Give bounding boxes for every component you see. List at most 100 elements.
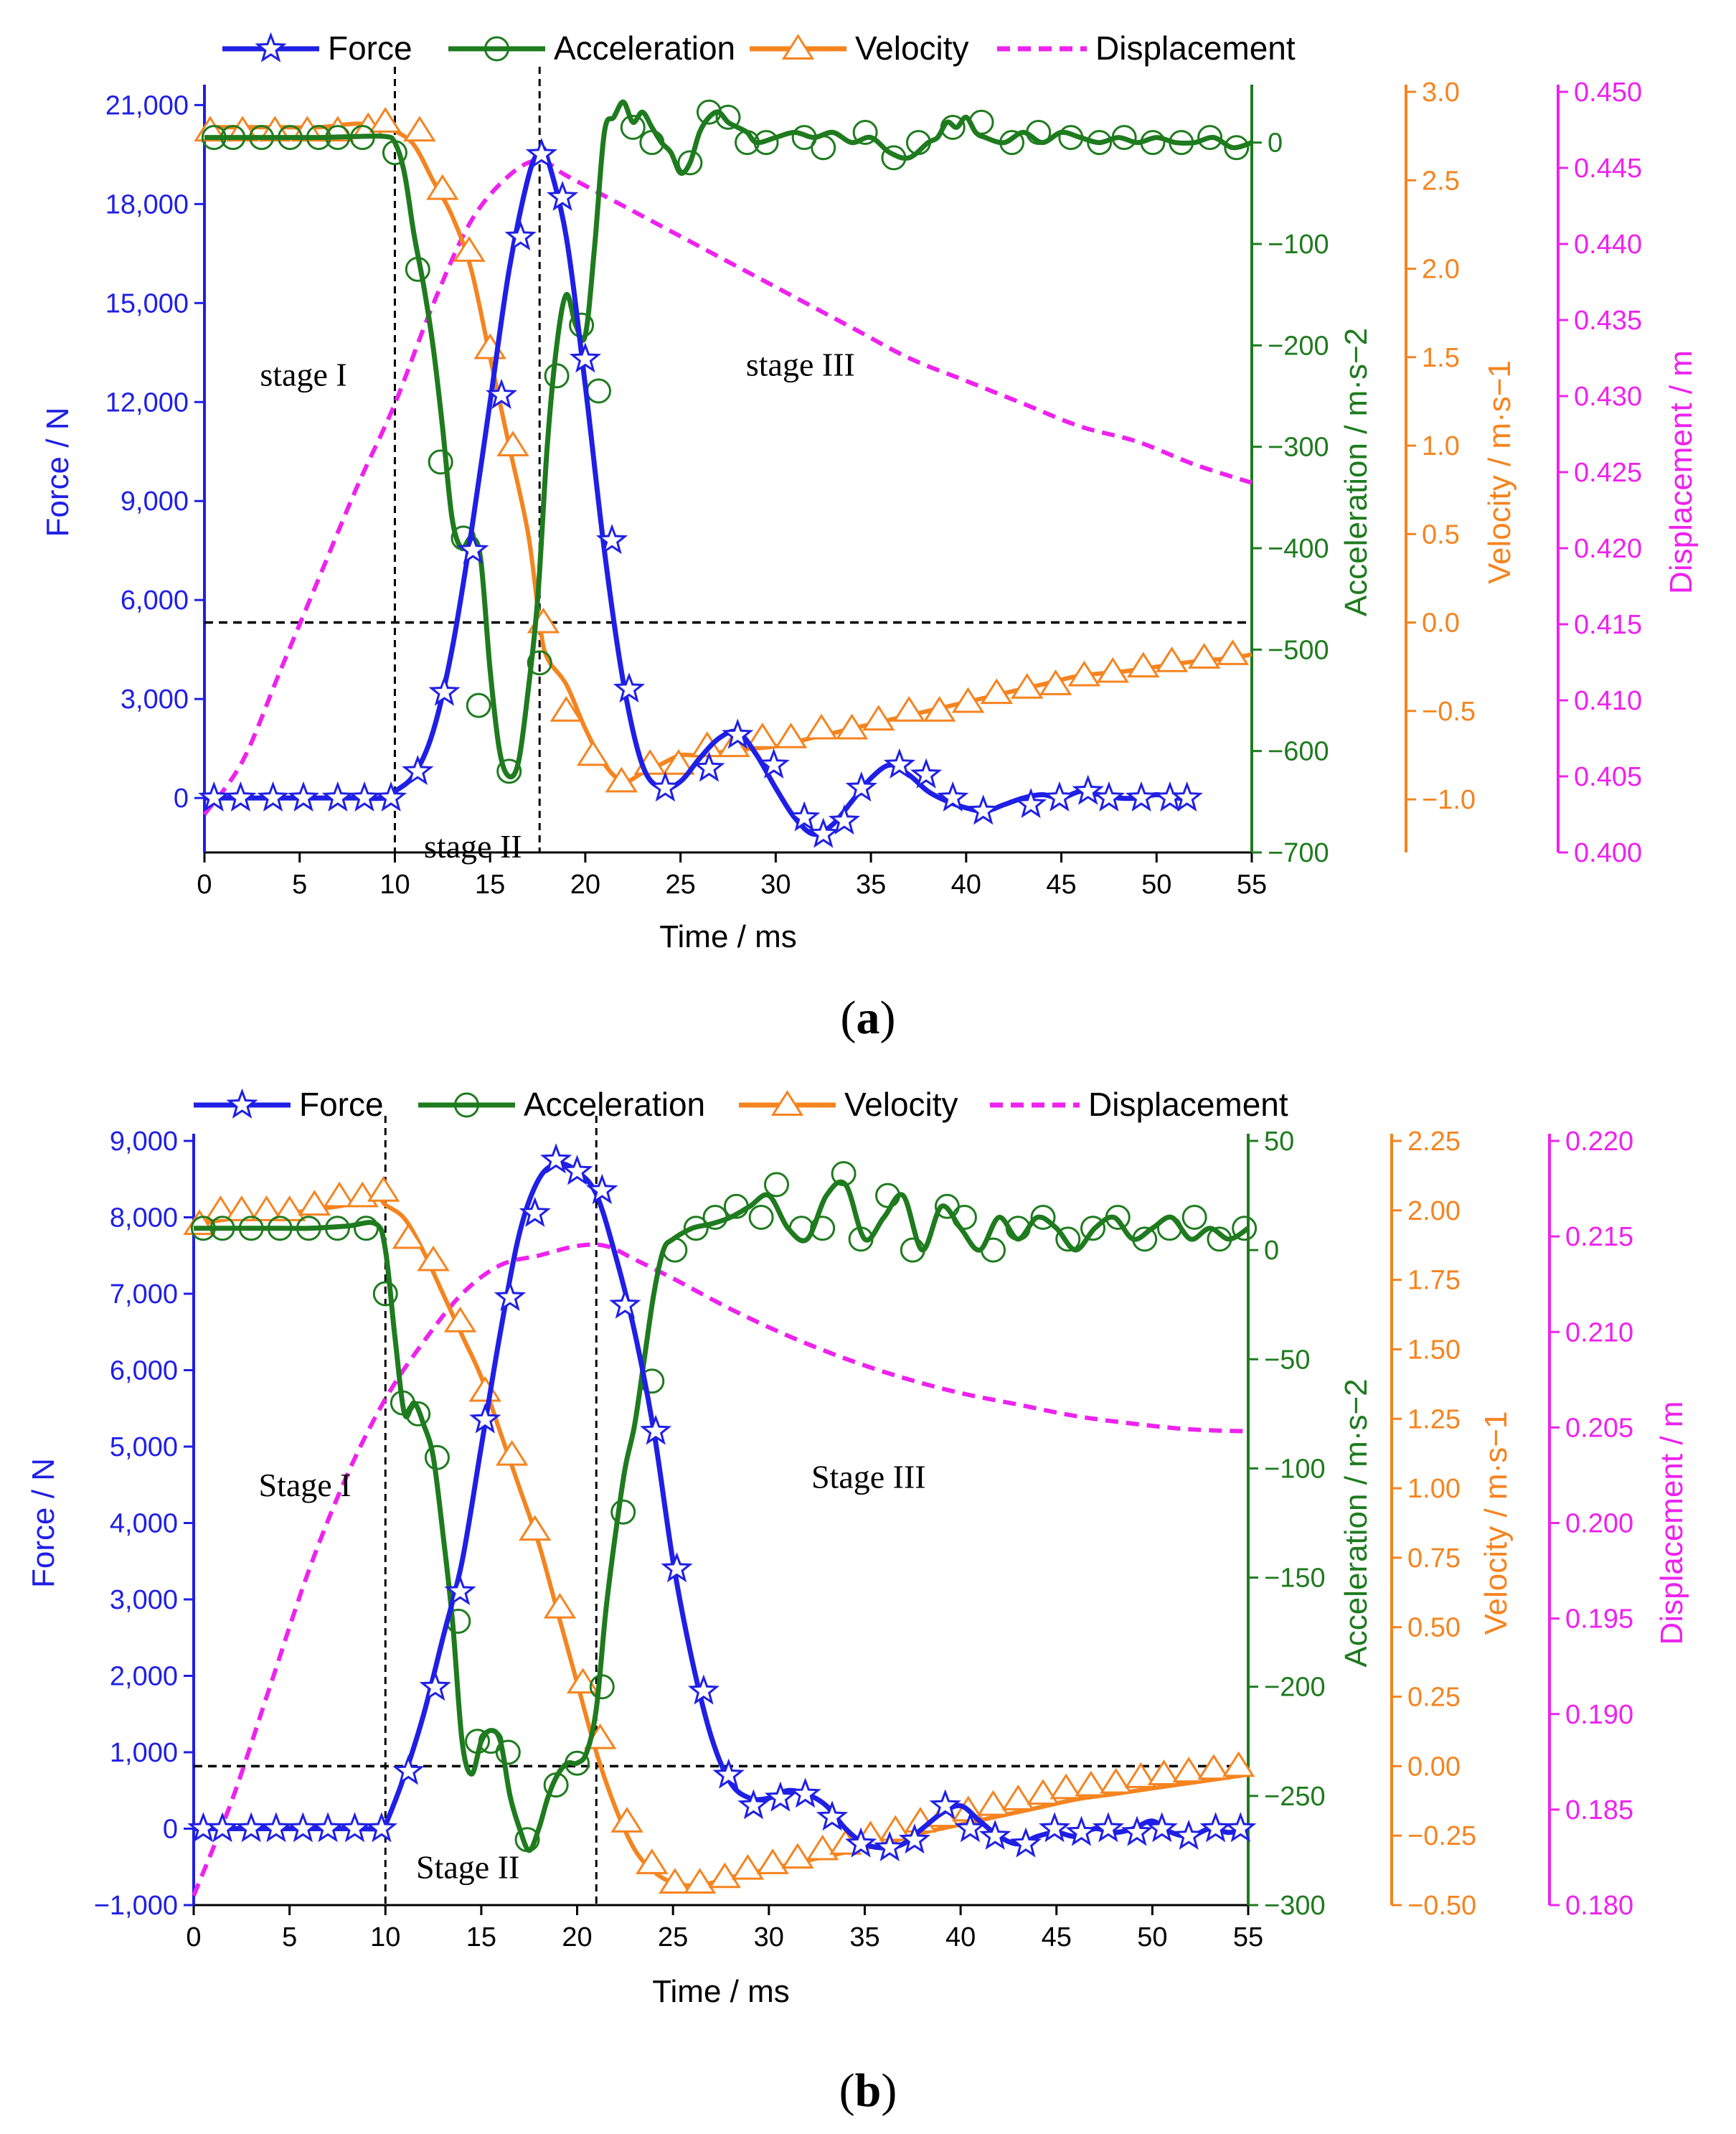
acceleration-point (791, 125, 817, 151)
force-tick-label: 4,000 (110, 1509, 178, 1539)
x-tick-label: 15 (466, 1922, 496, 1952)
velocity-point (1011, 672, 1044, 699)
displacement-series-line (192, 1242, 1249, 1896)
acceleration-point (495, 1739, 521, 1765)
legend-label: Velocity (855, 29, 969, 67)
acceleration-tick-label: 50 (1264, 1127, 1294, 1157)
panel-a-caption-letter: a (857, 992, 880, 1044)
x-tick-label: 35 (856, 870, 886, 900)
acceleration-point (748, 1205, 774, 1230)
legend-swatch-marker (226, 1088, 258, 1119)
force-point (1072, 774, 1104, 805)
velocity-point (1124, 1762, 1158, 1788)
acceleration-point (372, 1281, 398, 1307)
force-tick-label: 6,000 (121, 586, 189, 616)
force-tick-label: 9,000 (110, 1127, 178, 1157)
velocity-tick-label: 1.0 (1422, 431, 1460, 461)
velocity-tick-label: 1.50 (1407, 1335, 1461, 1365)
velocity-point (746, 722, 779, 748)
acceleration-point (610, 1499, 636, 1525)
velocity-point (1049, 1773, 1082, 1800)
acceleration-point (1105, 1205, 1131, 1230)
acceleration-tick-label: −400 (1268, 534, 1329, 564)
legend-item: Force (194, 1086, 384, 1123)
legend-item: Displacement (990, 1086, 1288, 1123)
stage-label: Stage II (416, 1849, 519, 1886)
velocity-point (980, 678, 1014, 705)
legend-item: Force (222, 29, 412, 67)
acceleration-point (1111, 125, 1137, 151)
acceleration-point (900, 1237, 925, 1263)
velocity-point (367, 1175, 400, 1202)
velocity-point (468, 1376, 501, 1402)
legend-label: Displacement (1088, 1086, 1288, 1123)
acceleration-tick-label: 0 (1264, 1236, 1279, 1266)
acceleration-point (296, 1216, 321, 1241)
x-tick-label: 45 (1042, 1922, 1072, 1952)
force-tick-label: 12,000 (105, 387, 189, 418)
panel-b-caption: (b) (839, 2064, 897, 2117)
acceleration-point (662, 1237, 688, 1263)
velocity-tick-label: 0.00 (1407, 1752, 1461, 1782)
force-point (828, 804, 861, 835)
velocity-tick-label: 0.5 (1422, 520, 1460, 550)
force-point (1171, 781, 1203, 812)
acceleration-point (565, 1750, 590, 1776)
displacement-tick-label: 0.195 (1565, 1604, 1633, 1635)
force-axis-title: Force / N (26, 1458, 61, 1588)
velocity-tick-label: 3.0 (1422, 77, 1460, 108)
acceleration-point (428, 449, 453, 475)
velocity-point (1172, 1757, 1205, 1783)
acceleration-point (1140, 130, 1166, 156)
velocity-tick-label: 0.75 (1407, 1543, 1461, 1574)
legend-swatch-marker (454, 1092, 479, 1118)
acceleration-point (940, 114, 966, 140)
velocity-point (576, 740, 610, 766)
acceleration-point (589, 1674, 615, 1700)
acceleration-point (875, 1183, 901, 1208)
force-point (1043, 781, 1076, 812)
x-tick-label: 20 (562, 1922, 592, 1952)
velocity-tick-label: 2.00 (1407, 1196, 1461, 1226)
x-tick-label: 30 (760, 870, 791, 900)
velocity-point (774, 722, 808, 748)
x-tick-label: 0 (186, 1922, 201, 1952)
acceleration-point (349, 125, 375, 151)
acceleration-point (466, 692, 491, 718)
x-tick-label: 55 (1237, 870, 1267, 900)
acceleration-point (1197, 125, 1223, 151)
acceleration-point (424, 1444, 450, 1470)
velocity-point (453, 236, 486, 262)
force-point (1065, 1815, 1098, 1846)
force-point (898, 1823, 931, 1854)
force-point (321, 781, 354, 812)
velocity-point (805, 713, 838, 740)
force-tick-label: 1,000 (110, 1738, 178, 1768)
velocity-point (1187, 643, 1221, 669)
acceleration-axis-title: Acceleration / m·s−2 (1339, 328, 1374, 616)
force-tick-label: 18,000 (105, 189, 189, 220)
acceleration-tick-label: −50 (1264, 1345, 1310, 1375)
force-point (1093, 781, 1126, 812)
force-point (365, 1812, 398, 1843)
x-tick-label: 10 (379, 870, 410, 900)
acceleration-point (999, 130, 1025, 156)
x-tick-label: 0 (197, 870, 212, 900)
force-point (287, 781, 320, 812)
velocity-point (1155, 646, 1189, 672)
acceleration-point (544, 363, 570, 389)
velocity-point (426, 174, 459, 200)
force-point (1092, 1812, 1125, 1843)
force-point (845, 771, 877, 802)
force-point (540, 1143, 572, 1174)
velocity-series-line (193, 1194, 1249, 1888)
velocity-point (519, 1515, 552, 1541)
acceleration-point (325, 125, 351, 151)
velocity-point (443, 1306, 477, 1332)
acceleration-point (881, 145, 907, 171)
x-tick-label: 40 (945, 1922, 976, 1952)
force-point (788, 801, 821, 832)
stage-label: Stage III (811, 1459, 926, 1495)
displacement-tick-label: 0.200 (1565, 1509, 1633, 1539)
force-tick-label: 6,000 (110, 1356, 178, 1386)
